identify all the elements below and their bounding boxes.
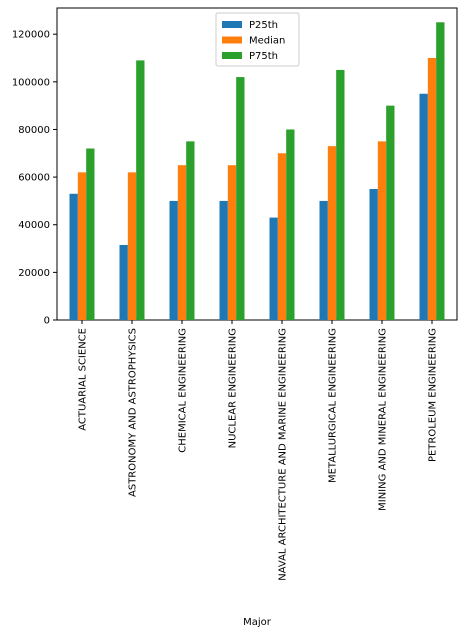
bar-median-3 xyxy=(227,165,237,320)
x-tick-label: NUCLEAR ENGINEERING xyxy=(228,328,239,448)
bar-p75th-1 xyxy=(136,60,145,321)
bar-p25th-2 xyxy=(169,200,178,320)
plot-frame xyxy=(56,7,458,321)
x-tick-label: CHEMICAL ENGINEERING xyxy=(178,328,189,453)
bar-p75th-5 xyxy=(336,69,345,320)
bar-p25th-4 xyxy=(269,217,278,320)
x-tick-label: METALLURGICAL ENGINEERING xyxy=(328,328,339,483)
y-tick-label: 80000 xyxy=(18,125,50,136)
x-tick-label: ASTRONOMY AND ASTROPHYSICS xyxy=(128,328,139,497)
y-tick-label: 100000 xyxy=(12,77,50,88)
x-tick-label: PETROLEUM ENGINEERING xyxy=(428,328,439,462)
bar-p25th-0 xyxy=(69,193,78,320)
legend-swatch-p75th xyxy=(222,52,242,59)
bar-p75th-2 xyxy=(186,141,195,320)
y-tick-label: 120000 xyxy=(12,30,50,41)
bar-p75th-0 xyxy=(86,148,95,320)
legend-swatch-median xyxy=(222,36,242,44)
x-tick-label: ACTUARIAL SCIENCE xyxy=(78,328,89,431)
x-tick-label: NAVAL ARCHITECTURE AND MARINE ENGINEERIN… xyxy=(278,328,289,581)
bar-p25th-3 xyxy=(219,200,228,320)
bar-median-2 xyxy=(177,165,187,320)
bar-p75th-3 xyxy=(236,77,245,320)
bar-median-6 xyxy=(377,141,387,320)
bar-p75th-7 xyxy=(436,22,445,320)
bar-median-4 xyxy=(277,153,287,320)
y-tick-label: 60000 xyxy=(18,173,50,184)
bar-p75th-4 xyxy=(286,129,295,320)
bar-p75th-6 xyxy=(386,105,395,321)
y-tick-label: 20000 xyxy=(18,268,50,279)
y-tick-label: 0 xyxy=(44,316,50,327)
bar-p25th-6 xyxy=(369,189,378,320)
y-axis: 0 20000 40000 60000 80000 100000 120000 xyxy=(12,30,57,327)
bar-p25th-5 xyxy=(319,200,328,320)
legend-label-p25th: P25th xyxy=(249,20,278,31)
bar-p25th-1 xyxy=(119,244,128,320)
legend-label-median: Median xyxy=(249,36,285,47)
bar-median-5 xyxy=(327,146,337,320)
x-axis-label: Major xyxy=(243,617,272,628)
x-axis: ACTUARIAL SCIENCE ASTRONOMY AND ASTROPHYS… xyxy=(78,320,439,581)
bar-median-7 xyxy=(427,58,437,321)
bar-p25th-7 xyxy=(419,93,428,321)
x-tick-label: MINING AND MINERAL ENGINEERING xyxy=(378,328,389,511)
legend-label-p75th: P75th xyxy=(249,51,278,62)
bars-layer xyxy=(69,22,445,321)
legend-swatch-p25th xyxy=(222,21,242,28)
bar-median-0 xyxy=(77,172,87,320)
bar-median-1 xyxy=(127,172,137,320)
legend: P25th Median P75th xyxy=(215,12,300,67)
y-tick-label: 40000 xyxy=(18,220,50,231)
